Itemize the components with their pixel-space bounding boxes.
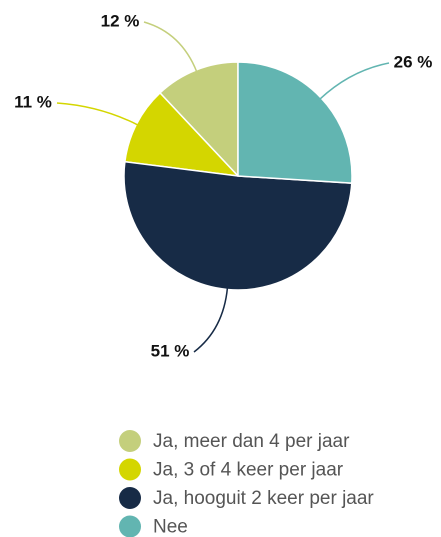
legend-label: Ja, meer dan 4 per jaar [153,431,350,452]
data-label: 11 % [14,92,52,111]
pie-slice [237,61,353,184]
legend-label: Nee [153,517,188,537]
data-label: 26 % [394,52,433,71]
legend-label: Ja, 3 of 4 keer per jaar [153,460,344,481]
leader-line [143,21,198,73]
leader-line [319,62,390,100]
legend-swatch [119,487,141,509]
leader-line [193,287,229,353]
legend-swatch [119,430,141,452]
data-label: 51 % [151,341,190,360]
legend-swatch [119,458,141,481]
legend-label: Ja, hooguit 2 keer per jaar [153,488,374,509]
leader-line [56,102,139,126]
legend-swatch [119,515,141,537]
data-label: 12 % [101,11,140,30]
